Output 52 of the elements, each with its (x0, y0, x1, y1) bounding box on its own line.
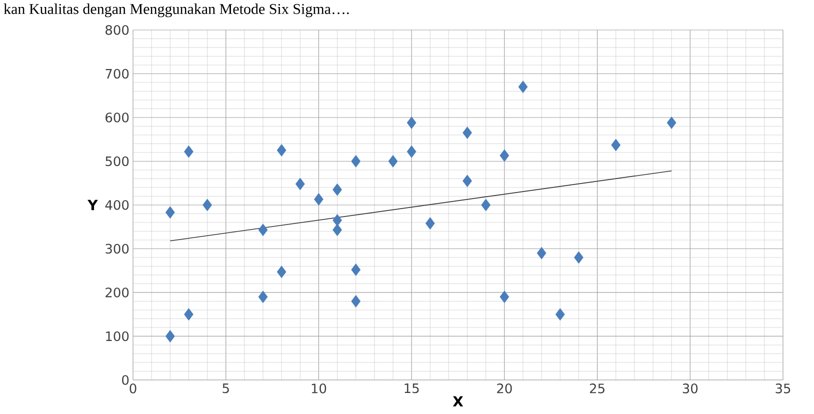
point (425, 217, 435, 230)
y-tick-label: 200 (106, 288, 129, 298)
point (165, 206, 175, 219)
y-tick-label: 0 (122, 375, 129, 385)
point (184, 308, 194, 321)
x-tick-label: 20 (497, 384, 512, 394)
point (462, 126, 472, 140)
x-tick-label: 15 (404, 384, 419, 394)
point (165, 330, 175, 342)
text: kan Kualitas dengan Menggunakan Metode Six Sigma…. (4, 4, 349, 18)
point (611, 138, 621, 152)
point (462, 174, 472, 188)
point (351, 264, 361, 276)
y-tick-label: 800 (106, 25, 129, 35)
x-tick-label: 25 (590, 384, 604, 394)
y-tick-label: 600 (106, 112, 129, 122)
y-tick-label: 500 (106, 156, 129, 166)
y-axis-title: Y (88, 200, 98, 210)
x-tick-label: 35 (776, 384, 790, 394)
x-tick-label: 10 (312, 384, 326, 394)
point (276, 144, 286, 156)
x-tick-label: 30 (682, 384, 698, 394)
point (258, 224, 268, 236)
point (314, 193, 324, 206)
point (295, 178, 305, 190)
point (536, 246, 546, 260)
point (332, 183, 342, 196)
point (184, 145, 194, 158)
point (406, 145, 416, 158)
point (518, 80, 528, 94)
point (332, 224, 342, 236)
y-tick-label: 300 (106, 244, 129, 254)
point (388, 155, 398, 168)
point (500, 149, 510, 162)
point (481, 198, 491, 212)
y-tick-label: 400 (105, 200, 129, 210)
y-tick-label: 100 (106, 331, 129, 342)
y-tick-label: 700 (106, 68, 129, 79)
point (666, 116, 676, 129)
point (555, 308, 565, 321)
x-tick-label: 5 (222, 384, 229, 394)
point (276, 266, 286, 278)
point (500, 290, 510, 304)
point (574, 251, 584, 264)
point (406, 116, 416, 129)
point (332, 214, 342, 226)
point (202, 198, 212, 212)
point (351, 155, 361, 168)
x-tick-label: 0 (130, 384, 136, 394)
point (351, 295, 361, 308)
point (258, 290, 268, 304)
x-axis-title: X (452, 396, 464, 406)
